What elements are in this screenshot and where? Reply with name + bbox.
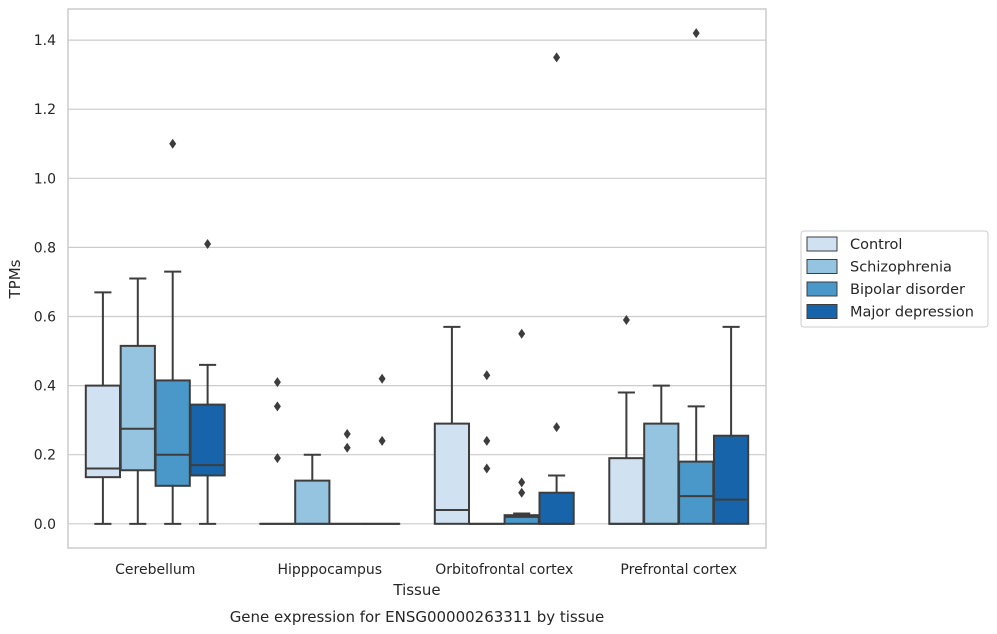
legend-swatch: [806, 259, 838, 274]
box-schizophrenia: [643, 384, 680, 525]
box-major-depression: [363, 373, 401, 525]
box-control: [433, 325, 471, 525]
outlier-point: [483, 370, 491, 381]
box-major-depression: [189, 238, 226, 525]
y-tick-label: 1.4: [34, 33, 56, 49]
legend-label: Major depression: [850, 305, 974, 321]
box-control: [259, 377, 296, 525]
box-body: [119, 344, 156, 472]
plot-frame: [67, 8, 767, 549]
box-body: [643, 422, 680, 525]
outlier-point: [692, 28, 700, 39]
y-tick-label: 1.0: [34, 171, 56, 187]
y-tick-label: 0.4: [34, 379, 56, 395]
outlier-point: [169, 138, 177, 149]
legend-swatch: [806, 281, 838, 297]
y-tick-label: 0.8: [34, 240, 56, 256]
box-body: [608, 457, 645, 525]
box-schizophrenia: [294, 453, 331, 525]
box-body: [678, 460, 715, 525]
box-body: [84, 384, 122, 479]
box-body: [154, 379, 191, 487]
x-tick-label: Orbitofrontal cortex: [435, 562, 573, 578]
outlier-point: [518, 487, 526, 498]
box-bipolar-disorder: [329, 428, 366, 525]
outlier-point: [204, 238, 212, 249]
box-control: [84, 291, 122, 525]
outlier-point: [518, 328, 526, 339]
outlier-point: [273, 401, 281, 412]
legend-label: Schizophrenia: [850, 260, 952, 276]
y-tick-label: 0.2: [34, 448, 56, 464]
y-tick-label: 0.6: [34, 310, 56, 326]
legend-swatch: [806, 304, 838, 319]
box-body: [294, 479, 331, 525]
box-bipolar-disorder: [154, 138, 191, 525]
outlier-point: [622, 314, 630, 325]
y-tick-label: 1.2: [34, 102, 56, 118]
box-major-depression: [712, 325, 750, 525]
y-axis-ticks: 0.0 0.2 0.4 0.6 0.8 1.0 1.2 1.4: [34, 33, 56, 533]
y-axis-title: TPMs: [6, 259, 24, 299]
box-bipolar-disorder: [503, 328, 540, 525]
legend-label: Bipolar disorder: [850, 282, 965, 298]
outlier-point: [273, 377, 281, 388]
outlier-point: [378, 435, 386, 446]
outlier-point: [518, 477, 526, 488]
x-tick-label: Cerebellum: [115, 562, 195, 578]
outlier-point: [483, 463, 491, 474]
box-body: [538, 491, 575, 525]
outlier-point: [553, 422, 561, 433]
outlier-point: [378, 373, 386, 384]
chart-caption: Gene expression for ENSG00000263311 by t…: [230, 608, 605, 626]
box-control: [608, 314, 645, 525]
x-tick-label: Prefrontal cortex: [620, 562, 737, 578]
box-bipolar-disorder: [678, 28, 715, 525]
outlier-point: [343, 428, 351, 439]
y-tick-label: 0.0: [34, 517, 56, 533]
outlier-point: [553, 52, 561, 63]
legend-frame: [800, 230, 989, 328]
outlier-point: [343, 442, 351, 453]
legend-label: Control: [850, 237, 902, 253]
outlier-point: [273, 453, 281, 464]
x-axis-title: Tissue: [392, 581, 440, 599]
outlier-point: [483, 435, 491, 446]
box-body: [433, 422, 471, 525]
x-tick-label: Hipppocampus: [277, 562, 382, 578]
box-body: [189, 403, 226, 477]
box-schizophrenia: [119, 277, 156, 525]
box-schizophrenia: [468, 370, 505, 525]
legend-swatch: [806, 236, 838, 252]
x-axis-ticks: Cerebellum Hipppocampus Orbitofrontal cort…: [115, 562, 737, 578]
box-major-depression: [538, 52, 575, 525]
legend: Control Schizophrenia Bipolar disorder Majo…: [800, 230, 989, 328]
plot-area: [84, 28, 750, 525]
box-body: [712, 434, 750, 525]
